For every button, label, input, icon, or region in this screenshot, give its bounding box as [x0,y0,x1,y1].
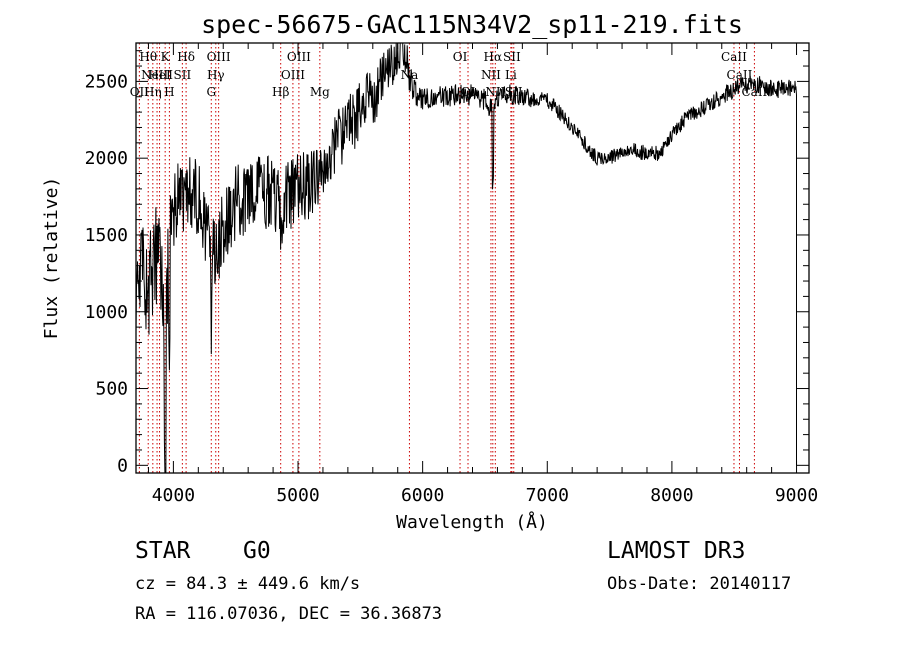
spectrum-chart: OIIHθHηNeIIIHeIKHSIIHδGHγOIIIHβOIIIOIIIM… [41,10,818,533]
spectral-line-label: Hα [484,50,503,64]
x-tick-label: 8000 [650,485,693,506]
spectral-line-label: SII [503,50,521,64]
spectral-line-label: Mg [310,85,330,99]
plot-frame [135,42,810,474]
spectral-line-label: CaII [721,50,747,64]
spectral-line-label: HeI [148,68,171,82]
spectral-line-label: Hγ [207,68,225,82]
spectral-line-label: OIII [287,50,311,64]
spectral-line-labels: OIIHθHηNeIIIHeIKHSIIHδGHγOIIIHβOIIIOIIIM… [130,50,768,99]
spectral-line-label: OIII [207,50,231,64]
spectrum-series-line [135,42,797,474]
spectral-line-markers [138,43,755,473]
y-tick-label: 2000 [85,148,128,169]
spectral-line-label: Hθ [139,50,157,64]
spectral-line-label: NeIII [141,68,173,82]
spectral-line-label: Hη [144,85,162,99]
spectral-line-label: Hδ [177,50,195,64]
y-tick-label: 0 [117,455,128,476]
y-tick-label: 1500 [85,225,128,246]
x-axis-ticks: 4000 5000 6000 7000 8000 9000 [147,43,818,506]
y-tick-label: 1000 [85,302,128,323]
coordinates-readout: RA = 116.07036, DEC = 36.36873 [135,604,443,624]
survey-name: LAMOST DR3 [607,538,746,564]
spectral-line-label: SII [174,68,192,82]
x-tick-label: 5000 [276,485,319,506]
observation-date: Obs-Date: 20140117 [607,574,792,594]
spectral-line-label: K [161,50,171,64]
velocity-readout: cz = 84.3 ± 449.6 km/s [135,574,361,594]
x-tick-label: 4000 [152,485,195,506]
x-tick-label: 9000 [775,485,818,506]
object-subclass: G0 [243,538,271,564]
x-tick-label: 6000 [401,485,444,506]
spectral-line-label: OII [130,85,150,99]
spectral-line-label: Li [505,68,517,82]
object-class: STAR [135,538,191,564]
y-axis-ticks: 0 500 1000 1500 2000 2500 [85,50,809,476]
x-axis-label: Wavelength (Å) [396,511,548,533]
chart-title: spec-56675-GAC115N34V2_sp11-219.fits [201,10,743,39]
spectral-line-label: OI [453,50,468,64]
spectral-line-label: H [164,85,174,99]
y-tick-label: 2500 [85,71,128,92]
spectral-line-label: OIII [281,68,305,82]
spectral-line-label: G [206,85,216,99]
spectral-line-label: Hβ [272,85,289,99]
x-tick-label: 7000 [526,485,569,506]
spectral-line-label: NII [481,68,501,82]
y-axis-label: Flux (relative) [41,177,62,340]
y-tick-label: 500 [95,379,128,400]
